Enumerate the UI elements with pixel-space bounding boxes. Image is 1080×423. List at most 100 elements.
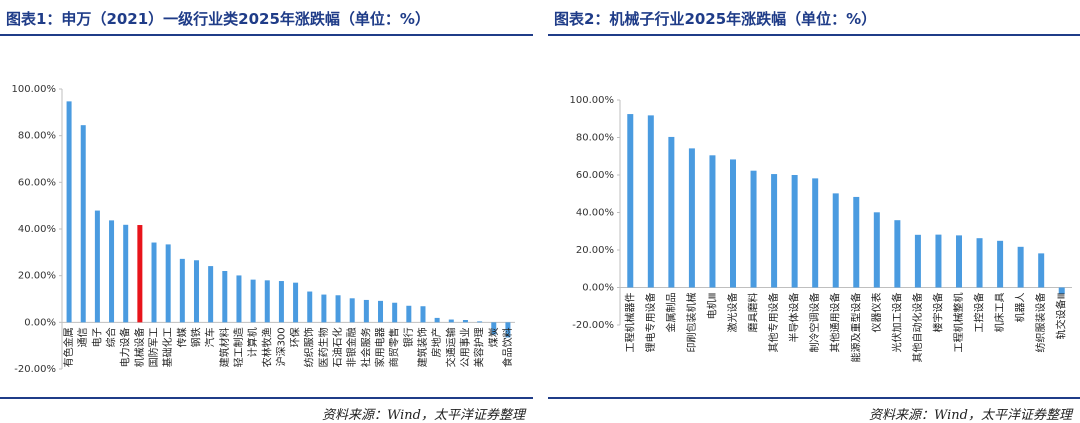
y-tick-label: 20.00%: [18, 271, 56, 282]
bar-机器人: [1017, 246, 1024, 288]
category-label: 建筑装饰: [416, 327, 429, 367]
bar-计算机: [250, 279, 256, 323]
y-tick-label: 100.00%: [12, 84, 57, 95]
category-label: 能源及重型设备: [849, 293, 862, 363]
category-label: 其他专用设备: [767, 293, 780, 353]
left-chart: -20.00% 0.00% 20.00% 40.00% 60.00% 80.00% 100.…: [12, 84, 515, 375]
right-footer-divider: [548, 397, 1080, 399]
y-tick-label: 40.00%: [18, 224, 56, 235]
bar-食品饮料: [505, 322, 511, 338]
bar-电子: [94, 210, 100, 323]
category-label: 有色金属: [62, 327, 75, 367]
y-tick-label: 100.00%: [570, 95, 615, 106]
category-label: 纺织服装设备: [1034, 293, 1047, 353]
category-label: 仪器仪表: [870, 293, 883, 333]
category-label: 交通运输: [444, 327, 457, 367]
right-source-note: 资料来源：Wind，太平洋证券整理: [869, 408, 1072, 423]
bar-有色金属: [66, 101, 72, 323]
category-label: 半导体设备: [788, 293, 801, 343]
bar-工程机械整机: [956, 235, 962, 288]
bar-建筑装饰: [420, 306, 426, 323]
bar-纺织服饰: [307, 291, 313, 323]
bar-钢铁: [193, 260, 199, 323]
bar-商贸零售: [392, 302, 398, 323]
bar-建筑材料: [222, 271, 228, 323]
left-panel: 图表1：申万（2021）一级行业类2025年涨跌幅（单位：%） -20.00% 0…: [0, 0, 533, 423]
right-chart-title: 图表2：机械子行业2025年涨跌幅（单位：%）: [554, 10, 877, 28]
bar-综合: [109, 220, 115, 323]
category-label: 银行: [402, 327, 415, 347]
bar-金属制品: [668, 136, 675, 288]
left-title-bar: 图表1：申万（2021）一级行业类2025年涨跌幅（单位：%）: [0, 0, 533, 36]
category-label: 社会服务: [359, 327, 372, 367]
left-footer-divider: [0, 397, 533, 399]
bar-银行: [406, 305, 412, 323]
bar-煤炭: [491, 322, 497, 335]
bar-传媒: [179, 258, 185, 323]
bar-汽车: [208, 266, 214, 323]
category-label: 家用电器: [374, 327, 387, 367]
bar-半导体设备: [791, 175, 798, 288]
bar-工控设备: [976, 238, 983, 288]
bar-轨交设备Ⅲ: [1058, 287, 1065, 295]
category-label: 电力设备: [119, 327, 132, 367]
category-label: 锂电专用设备: [644, 293, 657, 353]
right-chart: -20.00% 0.00% 20.00% 40.00% 60.00% 80.00% 100.…: [570, 95, 1072, 363]
category-label: 通信: [77, 327, 89, 347]
left-chart-title: 图表1：申万（2021）一级行业类2025年涨跌幅（单位：%）: [6, 10, 430, 28]
category-label: 医药生物: [317, 327, 330, 367]
bar-其他专用设备: [771, 174, 778, 288]
right-title-bar: 图表2：机械子行业2025年涨跌幅（单位：%）: [548, 0, 1080, 36]
y-tick-label: -20.00%: [14, 364, 56, 375]
category-label: 机械设备: [133, 327, 146, 367]
bar-锂电专用设备: [647, 115, 654, 288]
left-source-note: 资料来源：Wind，太平洋证券整理: [322, 408, 525, 423]
category-label: 机器人: [1014, 293, 1027, 323]
category-label: 机床工具: [993, 293, 1006, 333]
y-tick-label: -20.00%: [572, 320, 614, 331]
bar-机械设备: [137, 225, 143, 323]
category-label: 工程机械整机: [952, 293, 965, 353]
category-label: 美容护理: [473, 327, 486, 367]
category-label: 石油石化: [331, 327, 344, 367]
y-tick-label: 0.00%: [582, 283, 614, 294]
bar-楼宇设备: [935, 234, 942, 288]
bar-其他通用设备: [832, 193, 839, 288]
category-label: 轻工制造: [232, 327, 245, 367]
bar-国防军工: [151, 242, 157, 323]
category-label: 传媒: [176, 327, 188, 347]
y-tick-label: 80.00%: [576, 133, 614, 144]
bar-激光设备: [730, 159, 736, 288]
category-label: 钢铁: [189, 327, 202, 347]
bar-沪深300: [278, 281, 284, 323]
category-label: 建筑材料: [218, 327, 231, 367]
bar-纺织服装设备: [1038, 253, 1045, 288]
category-label: 煤炭: [487, 327, 500, 347]
bar-公用事业: [462, 320, 468, 323]
bar-美容护理: [477, 321, 483, 323]
bar-印刷包装机械: [688, 148, 695, 288]
category-label: 电机Ⅲ: [705, 293, 718, 320]
category-label: 汽车: [204, 327, 217, 347]
category-label: 轨交设备Ⅲ: [1055, 293, 1068, 340]
category-label: 工程机械器件: [623, 293, 636, 353]
bar-电机Ⅲ: [709, 155, 716, 288]
bar-通信: [80, 125, 86, 323]
bar-农林牧渔: [264, 280, 270, 323]
category-label: 国防军工: [147, 327, 160, 367]
category-label: 计算机: [246, 327, 259, 357]
bar-医药生物: [321, 294, 327, 323]
bar-交通运输: [448, 319, 454, 323]
y-tick-label: 0.00%: [24, 317, 56, 328]
bar-其他自动化设备: [914, 234, 921, 288]
y-tick-label: 20.00%: [576, 245, 614, 256]
category-label: 金属制品: [664, 293, 677, 333]
category-label: 房地产: [430, 327, 443, 357]
right-panel: 图表2：机械子行业2025年涨跌幅（单位：%） -20.00% 0.00% 20.0…: [548, 0, 1080, 423]
category-label: 农林牧渔: [260, 327, 273, 367]
category-label: 公用事业: [458, 327, 471, 367]
category-label: 沪深300: [274, 327, 287, 366]
bar-基础化工: [165, 244, 171, 323]
bar-机床工具: [997, 240, 1004, 288]
category-label: 楼宇设备: [931, 293, 944, 333]
